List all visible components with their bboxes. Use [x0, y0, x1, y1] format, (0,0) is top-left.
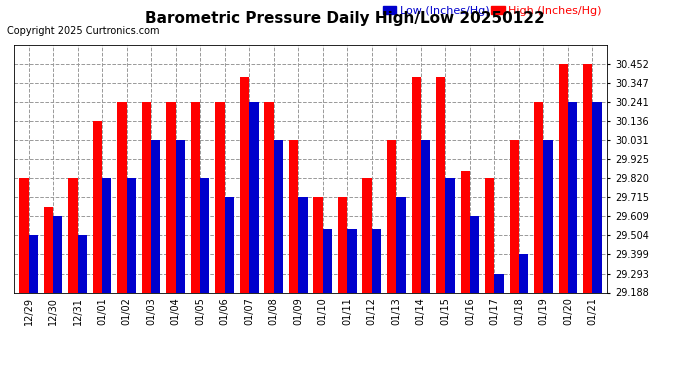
Bar [470, 216, 479, 292]
Bar [28, 236, 38, 292]
Bar [495, 273, 504, 292]
Bar [298, 197, 308, 292]
Text: Copyright 2025 Curtronics.com: Copyright 2025 Curtronics.com [7, 26, 159, 36]
Bar [559, 64, 568, 292]
Bar [117, 102, 126, 292]
Bar [338, 197, 347, 292]
Bar [126, 178, 136, 292]
Bar [77, 236, 87, 292]
Bar [593, 102, 602, 292]
Bar [151, 140, 161, 292]
Bar [215, 102, 225, 292]
Bar [142, 102, 151, 292]
Bar [436, 77, 445, 292]
Bar [191, 102, 200, 292]
Bar [92, 121, 102, 292]
Bar [445, 178, 455, 292]
Bar [568, 102, 578, 292]
Bar [411, 77, 421, 292]
Text: Barometric Pressure Daily High/Low 20250122: Barometric Pressure Daily High/Low 20250… [145, 11, 545, 26]
Bar [519, 254, 529, 292]
Bar [200, 178, 210, 292]
Bar [53, 216, 62, 292]
Bar [19, 178, 28, 292]
Bar [249, 102, 259, 292]
Bar [544, 140, 553, 292]
Bar [264, 102, 274, 292]
Bar [387, 140, 396, 292]
Bar [274, 140, 283, 292]
Bar [68, 178, 77, 292]
Bar [313, 197, 323, 292]
Bar [485, 178, 495, 292]
Bar [323, 229, 332, 292]
Bar [460, 171, 470, 292]
Bar [510, 140, 519, 292]
Bar [43, 207, 53, 292]
Bar [583, 64, 593, 292]
Bar [362, 178, 372, 292]
Bar [396, 197, 406, 292]
Bar [534, 102, 544, 292]
Bar [289, 140, 298, 292]
Bar [176, 140, 185, 292]
Bar [102, 178, 111, 292]
Bar [347, 229, 357, 292]
Bar [372, 229, 381, 292]
Bar [166, 102, 176, 292]
Legend: Low (Inches/Hg), High (Inches/Hg): Low (Inches/Hg), High (Inches/Hg) [383, 6, 602, 16]
Bar [421, 140, 430, 292]
Bar [240, 77, 249, 292]
Bar [225, 197, 234, 292]
